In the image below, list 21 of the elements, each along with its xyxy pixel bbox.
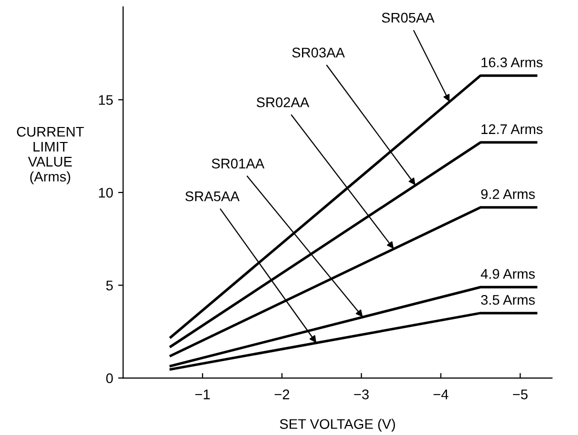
text: SR01AA — [212, 158, 264, 168]
x-tick-label: −3 — [354, 389, 369, 400]
y-tick-label: 5 — [106, 280, 113, 290]
annotation: 16.3 Arms — [482, 57, 543, 68]
text: SR03AA — [292, 48, 345, 58]
x-tick-label: −1 — [195, 390, 210, 400]
x-axis-title: SET VOLTAGE (V) — [280, 418, 395, 432]
y-tick-label: 10 — [99, 188, 113, 198]
text: SR05AA — [382, 12, 434, 23]
x-tick-label: −5 — [512, 390, 528, 400]
text: SR02AA — [256, 97, 310, 108]
x-tick-label: −4 — [434, 390, 448, 400]
y-axis-title: CURRENT LIMIT VALUE (Arms) — [16, 126, 84, 184]
text: SRA5AA — [185, 191, 240, 202]
annotation: 3.5 Arms — [481, 294, 535, 305]
annotation: 9.2 Arms — [481, 189, 535, 200]
x-tick-label: −2 — [274, 389, 290, 400]
y-tick-label: 15 — [99, 95, 113, 105]
y-tick-label: 0 — [106, 373, 113, 384]
annotation: 4.9 Arms — [480, 268, 535, 279]
annotation: 12.7 Arms — [482, 124, 543, 134]
